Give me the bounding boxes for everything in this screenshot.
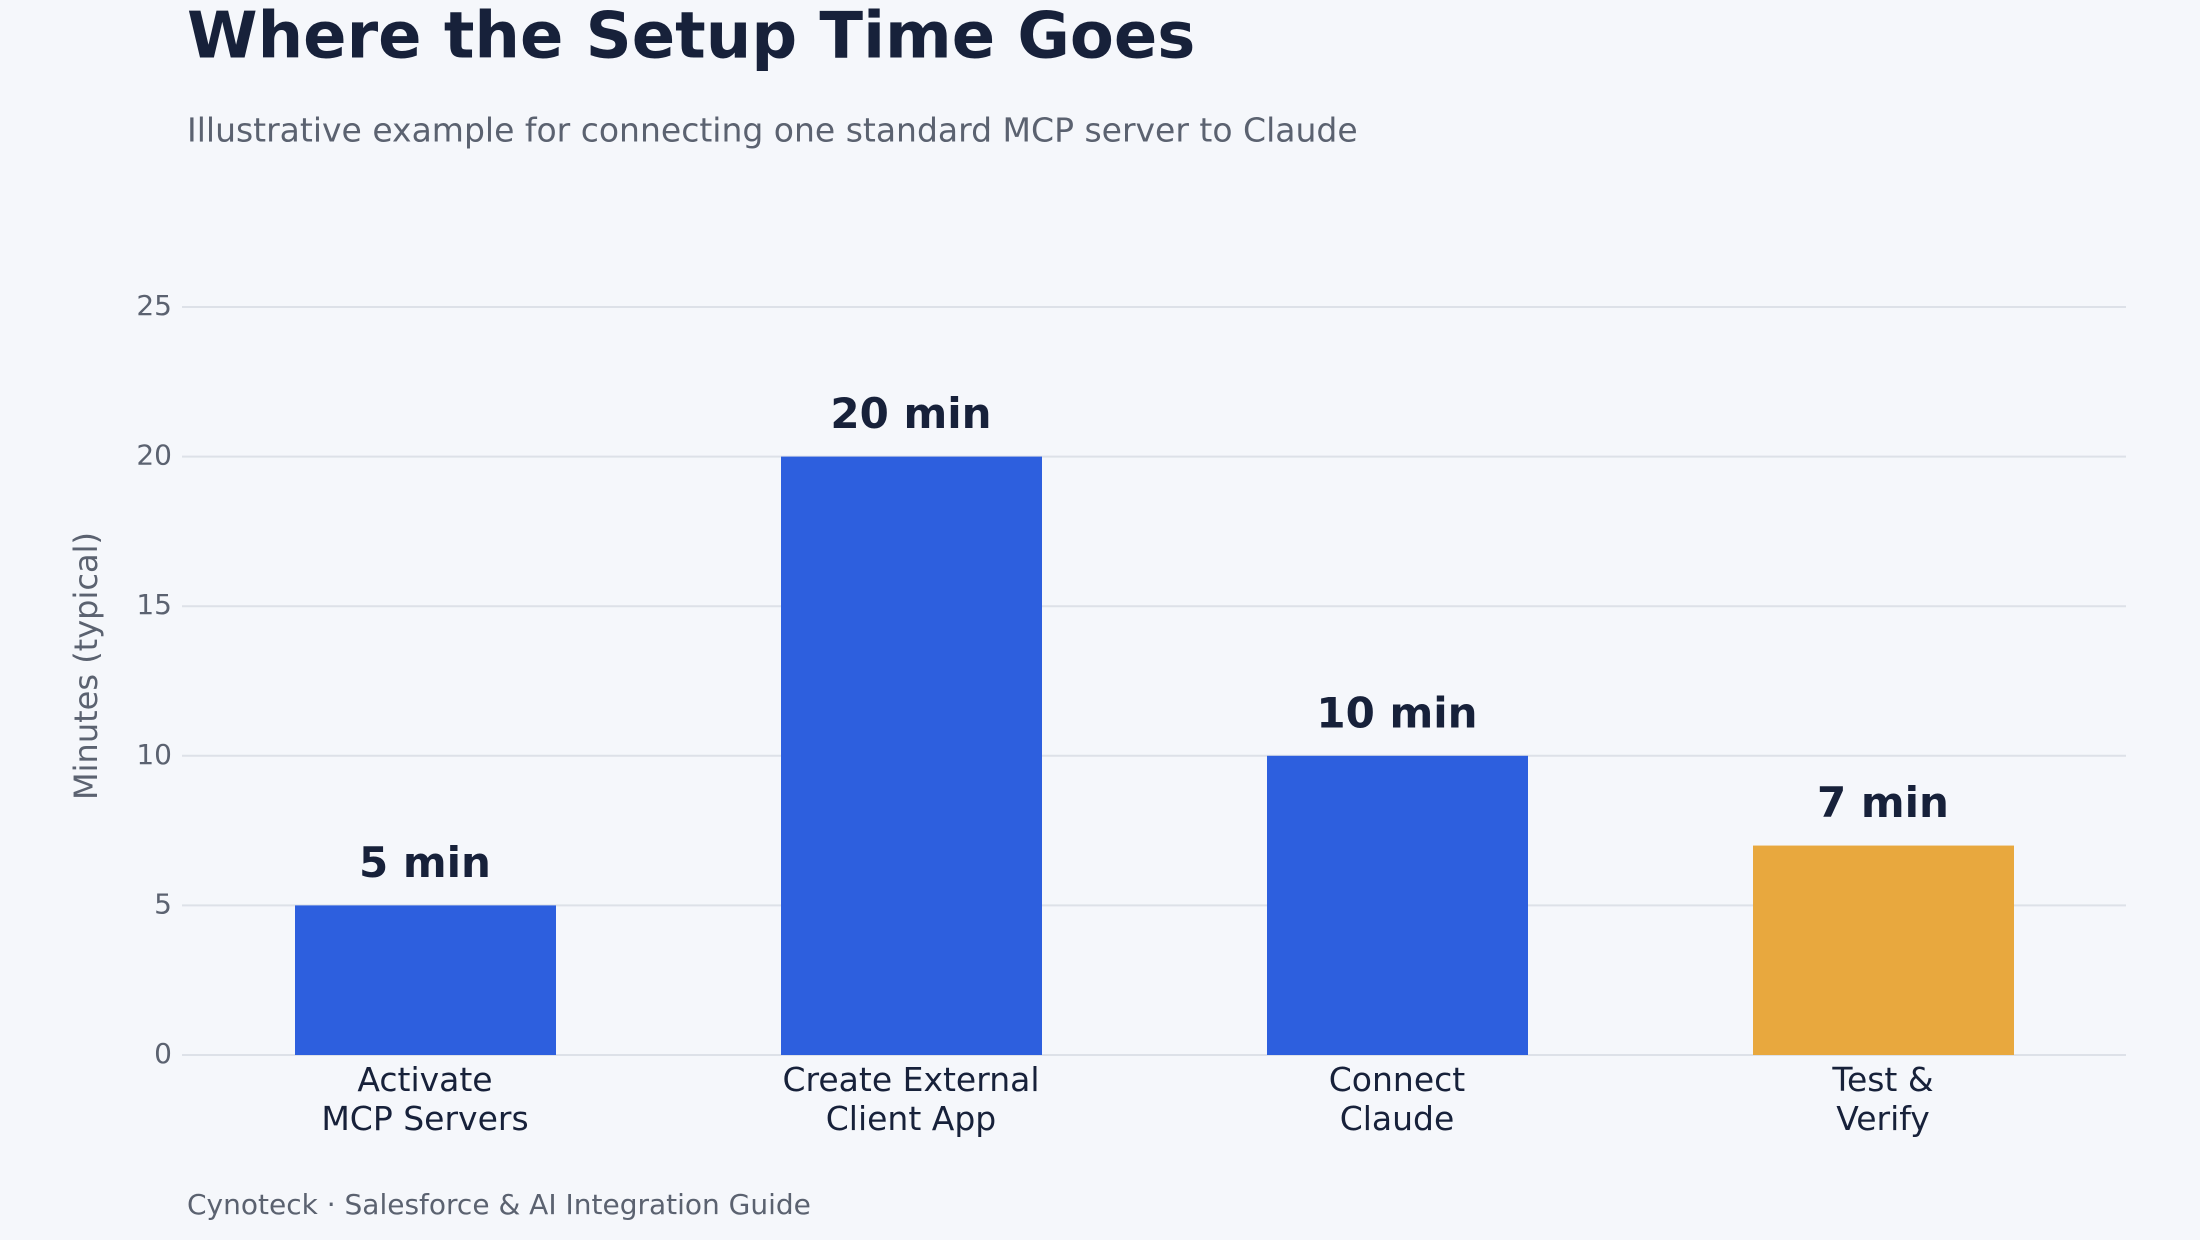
bar	[1753, 845, 2014, 1055]
x-tick-label: Connect Claude	[1328, 1060, 1466, 1138]
bar	[295, 905, 556, 1055]
value-label: 10 min	[1316, 688, 1477, 737]
x-tick-label: Activate MCP Servers	[321, 1060, 529, 1138]
y-tick-label: 20	[136, 439, 172, 472]
y-tick-label: 0	[154, 1037, 172, 1070]
value-label: 7 min	[1817, 778, 1949, 827]
value-label: 20 min	[830, 389, 991, 438]
source-note: Cynoteck · Salesforce & AI Integration G…	[187, 1188, 811, 1221]
y-tick-label: 25	[136, 289, 172, 322]
y-tick-label: 5	[154, 887, 172, 920]
x-tick-label: Test & Verify	[1832, 1060, 1934, 1138]
y-axis-label: Minutes (typical)	[67, 532, 105, 800]
chart-title: Where the Setup Time Goes	[187, 0, 1195, 74]
value-label: 5 min	[359, 838, 491, 887]
bar	[781, 456, 1042, 1056]
bar	[1267, 755, 1528, 1055]
x-tick-label: Create External Client App	[782, 1060, 1040, 1138]
y-tick-label: 15	[136, 588, 172, 621]
chart-subtitle: Illustrative example for connecting one …	[187, 111, 1358, 150]
y-tick-label: 10	[136, 738, 172, 771]
